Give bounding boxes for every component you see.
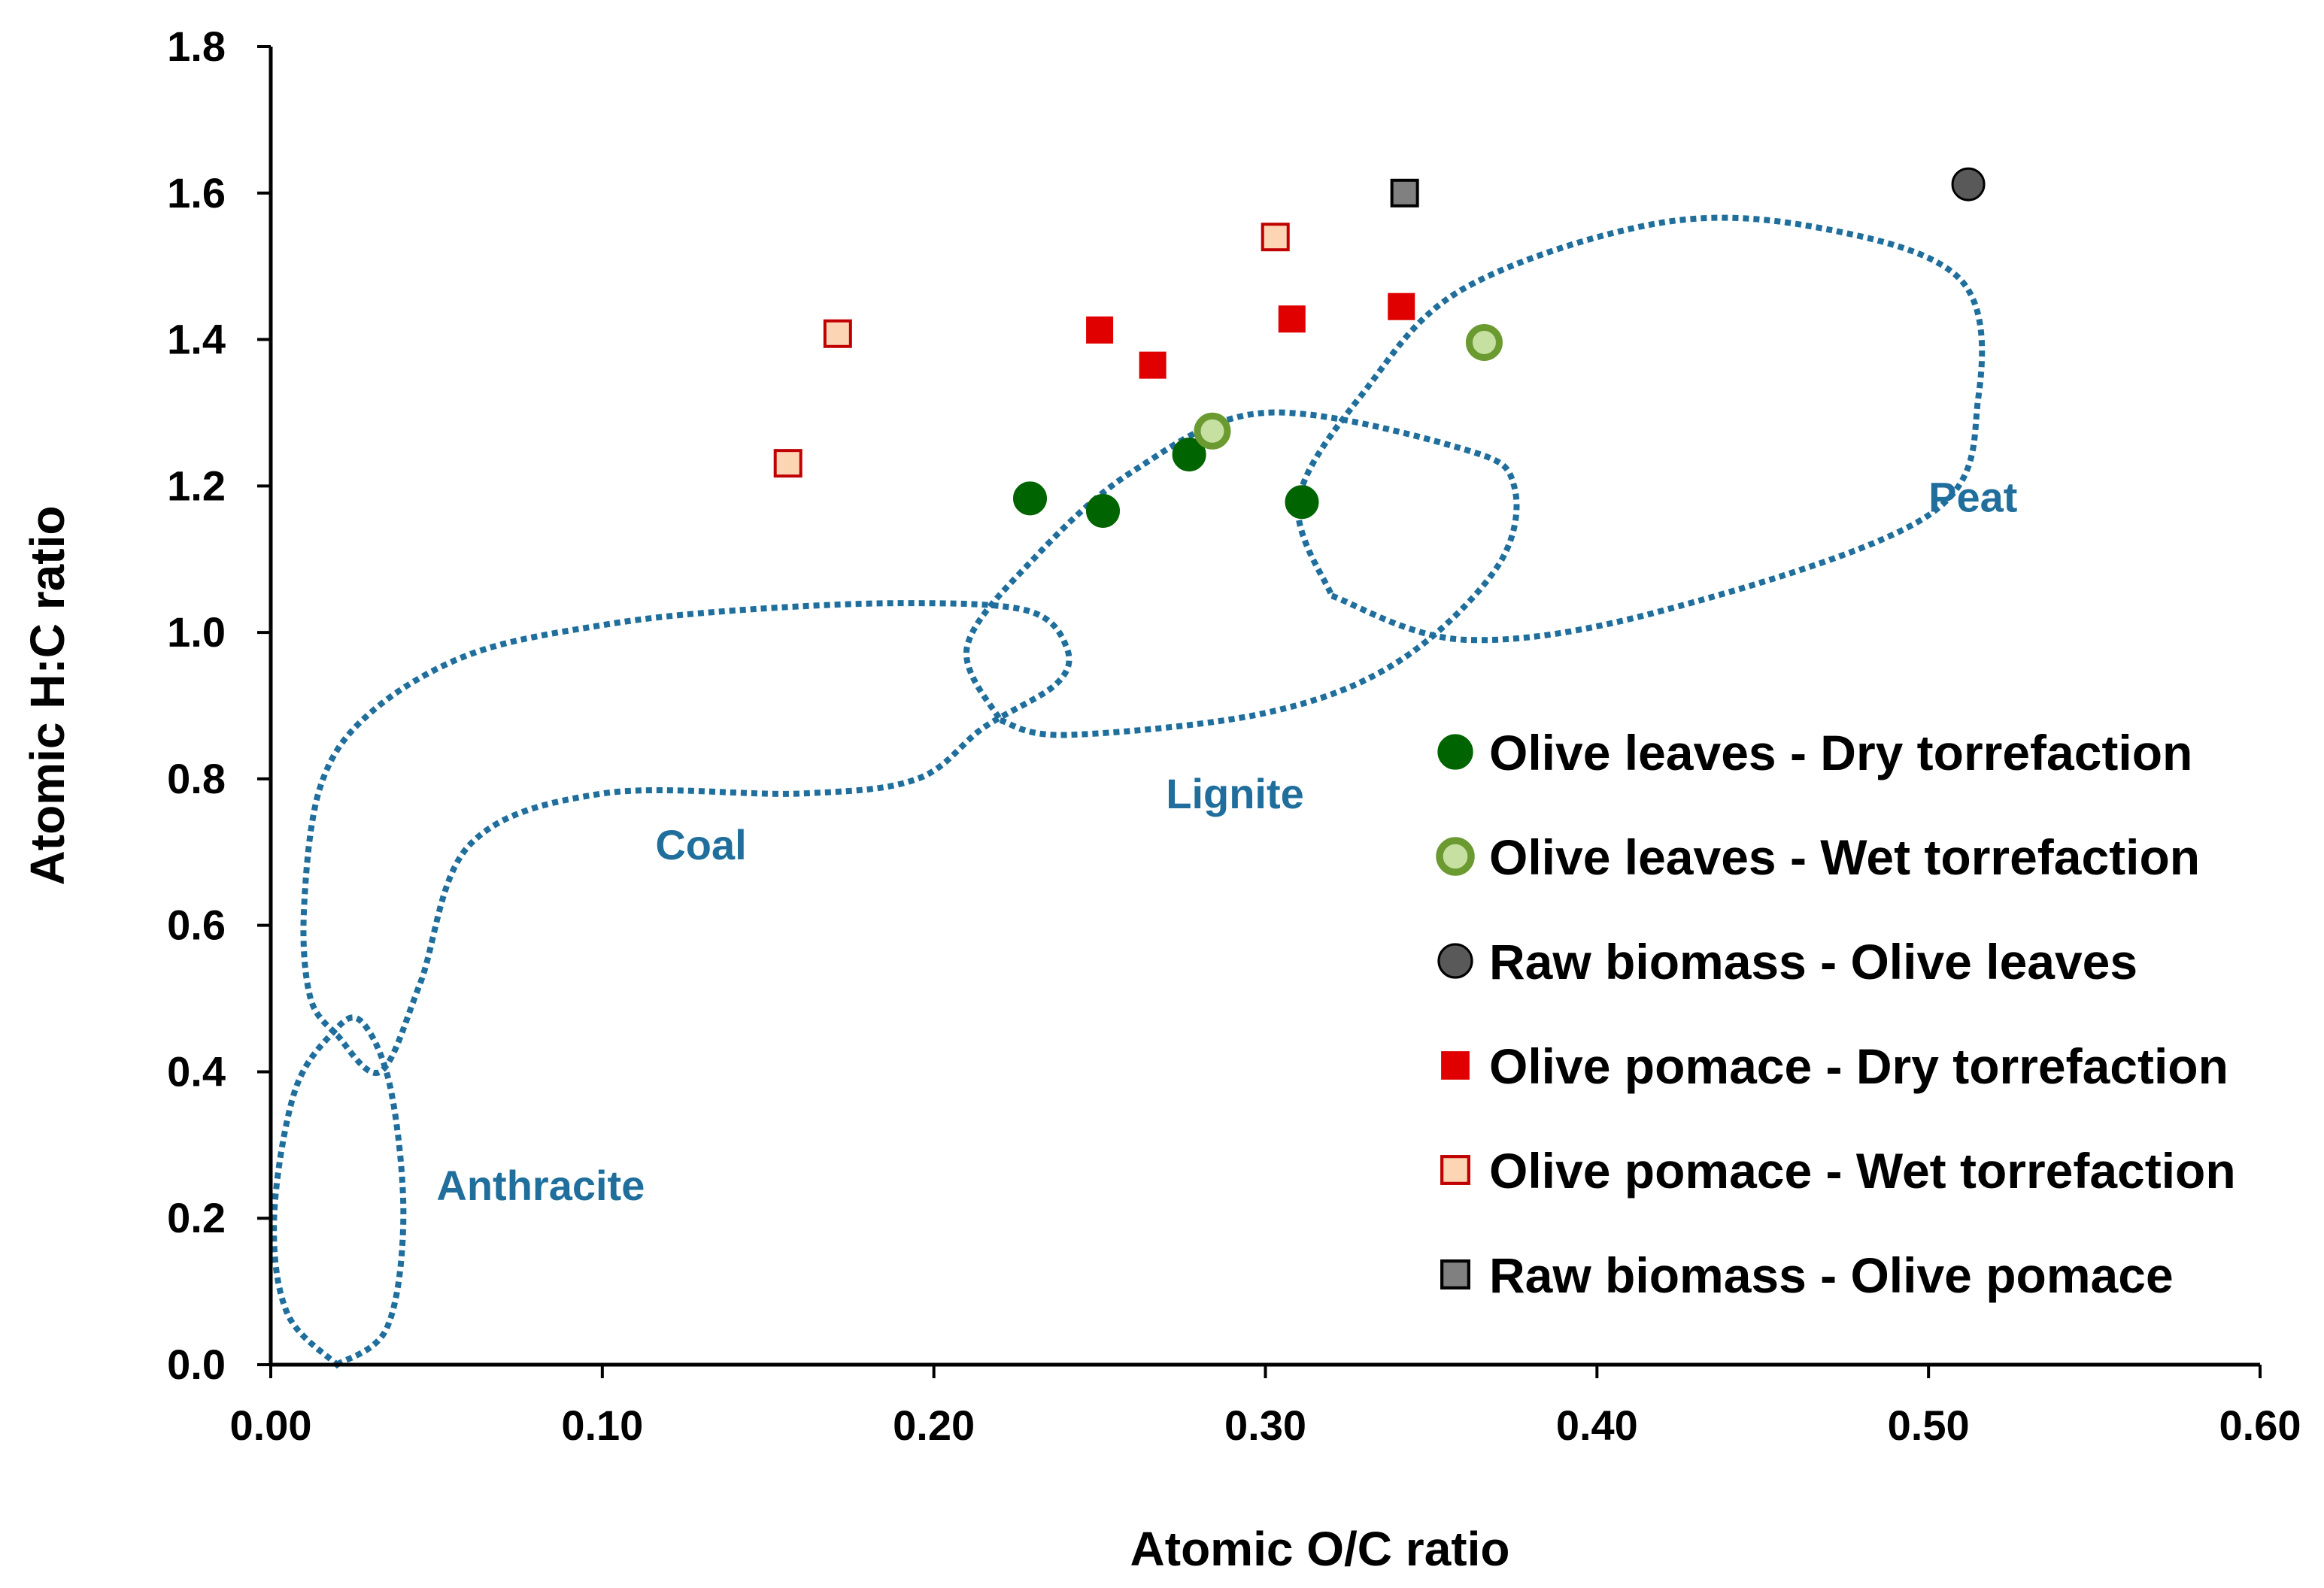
y-tick-label: 0.0	[167, 1341, 226, 1388]
region-label-lignite: Lignite	[1166, 770, 1304, 817]
x-tick-label: 0.20	[893, 1402, 975, 1449]
region-peat-boundary	[1294, 214, 1986, 644]
legend-marker-raw-biomass-olive-leaves	[1437, 943, 1473, 979]
legend-label: Olive pomace - Wet torrefaction	[1489, 1143, 2236, 1199]
y-tick-label: 1.4	[167, 316, 226, 363]
region-coal-boundary	[300, 600, 1072, 1076]
legend-marker-olive-leaves-wet-torrefaction	[1436, 837, 1475, 876]
data-point-olive-pomace-wet-torrefaction	[823, 319, 852, 348]
x-tick-label: 0.00	[230, 1402, 312, 1449]
data-point-olive-pomace-wet-torrefaction	[1261, 223, 1290, 252]
region-label-peat: Peat	[1928, 473, 2017, 520]
data-point-olive-pomace-dry-torrefaction	[1388, 292, 1415, 320]
legend-label: Raw biomass - Olive leaves	[1489, 934, 2137, 989]
x-tick-label: 0.50	[1888, 1402, 1970, 1449]
region-labels: Anthracite Coal Lignite Peat	[436, 473, 2017, 1208]
legend: Olive leaves - Dry torrefaction Olive lea…	[1436, 725, 2236, 1303]
y-tick-label: 1.8	[167, 23, 226, 70]
y-tick-label: 1.6	[167, 169, 226, 217]
legend-label: Olive leaves - Dry torrefaction	[1489, 725, 2192, 780]
y-tick-label: 0.8	[167, 755, 226, 802]
data-point-raw-biomass-olive-leaves	[1951, 167, 1986, 202]
x-tick-label: 0.30	[1224, 1402, 1306, 1449]
region-label-coal: Coal	[655, 821, 746, 868]
y-tick-label: 0.2	[167, 1194, 226, 1241]
data-points	[773, 167, 1986, 528]
data-point-olive-leaves-dry-torrefaction	[1013, 481, 1048, 516]
x-tick-label: 0.60	[2219, 1402, 2301, 1449]
axis-ticks: 0.0 0.2 0.4 0.6 0.8 1.0 1.2 1.4 1.6 1.8 0.00 0.10 0.…	[167, 23, 2301, 1449]
data-point-olive-leaves-dry-torrefaction	[1085, 493, 1120, 528]
y-axis-title: Atomic H:C ratio	[20, 506, 74, 886]
region-label-anthracite: Anthracite	[436, 1162, 645, 1209]
legend-marker-olive-pomace-dry-torrefaction	[1441, 1051, 1470, 1080]
data-point-olive-leaves-dry-torrefaction	[1285, 485, 1319, 520]
data-point-olive-leaves-wet-torrefaction	[1194, 412, 1231, 450]
data-point-olive-pomace-wet-torrefaction	[773, 449, 802, 478]
data-point-olive-pomace-dry-torrefaction	[1278, 305, 1306, 333]
region-lignite-boundary	[963, 409, 1520, 738]
data-point-olive-pomace-dry-torrefaction	[1086, 316, 1114, 344]
region-anthracite-boundary	[271, 1014, 407, 1369]
legend-marker-raw-biomass-olive-pomace	[1440, 1259, 1470, 1289]
x-tick-label: 0.40	[1556, 1402, 1638, 1449]
y-tick-label: 0.4	[167, 1047, 226, 1095]
legend-marker-olive-leaves-dry-torrefaction	[1437, 734, 1473, 770]
legend-label: Olive leaves - Wet torrefaction	[1489, 829, 2200, 885]
coal-rank-regions	[271, 214, 1986, 1369]
data-point-olive-pomace-dry-torrefaction	[1139, 351, 1167, 379]
legend-label: Olive pomace - Dry torrefaction	[1489, 1038, 2228, 1094]
x-axis-title: Atomic O/C ratio	[1130, 1522, 1510, 1576]
y-tick-label: 1.2	[167, 462, 226, 509]
x-tick-label: 0.10	[561, 1402, 643, 1449]
y-tick-label: 0.6	[167, 902, 226, 949]
data-point-raw-biomass-olive-pomace	[1390, 178, 1419, 208]
y-tick-label: 1.0	[167, 608, 226, 656]
legend-label: Raw biomass - Olive pomace	[1489, 1247, 2174, 1303]
legend-marker-olive-pomace-wet-torrefaction	[1440, 1155, 1470, 1185]
data-point-olive-leaves-dry-torrefaction	[1172, 437, 1206, 471]
data-point-olive-leaves-wet-torrefaction	[1465, 323, 1503, 361]
